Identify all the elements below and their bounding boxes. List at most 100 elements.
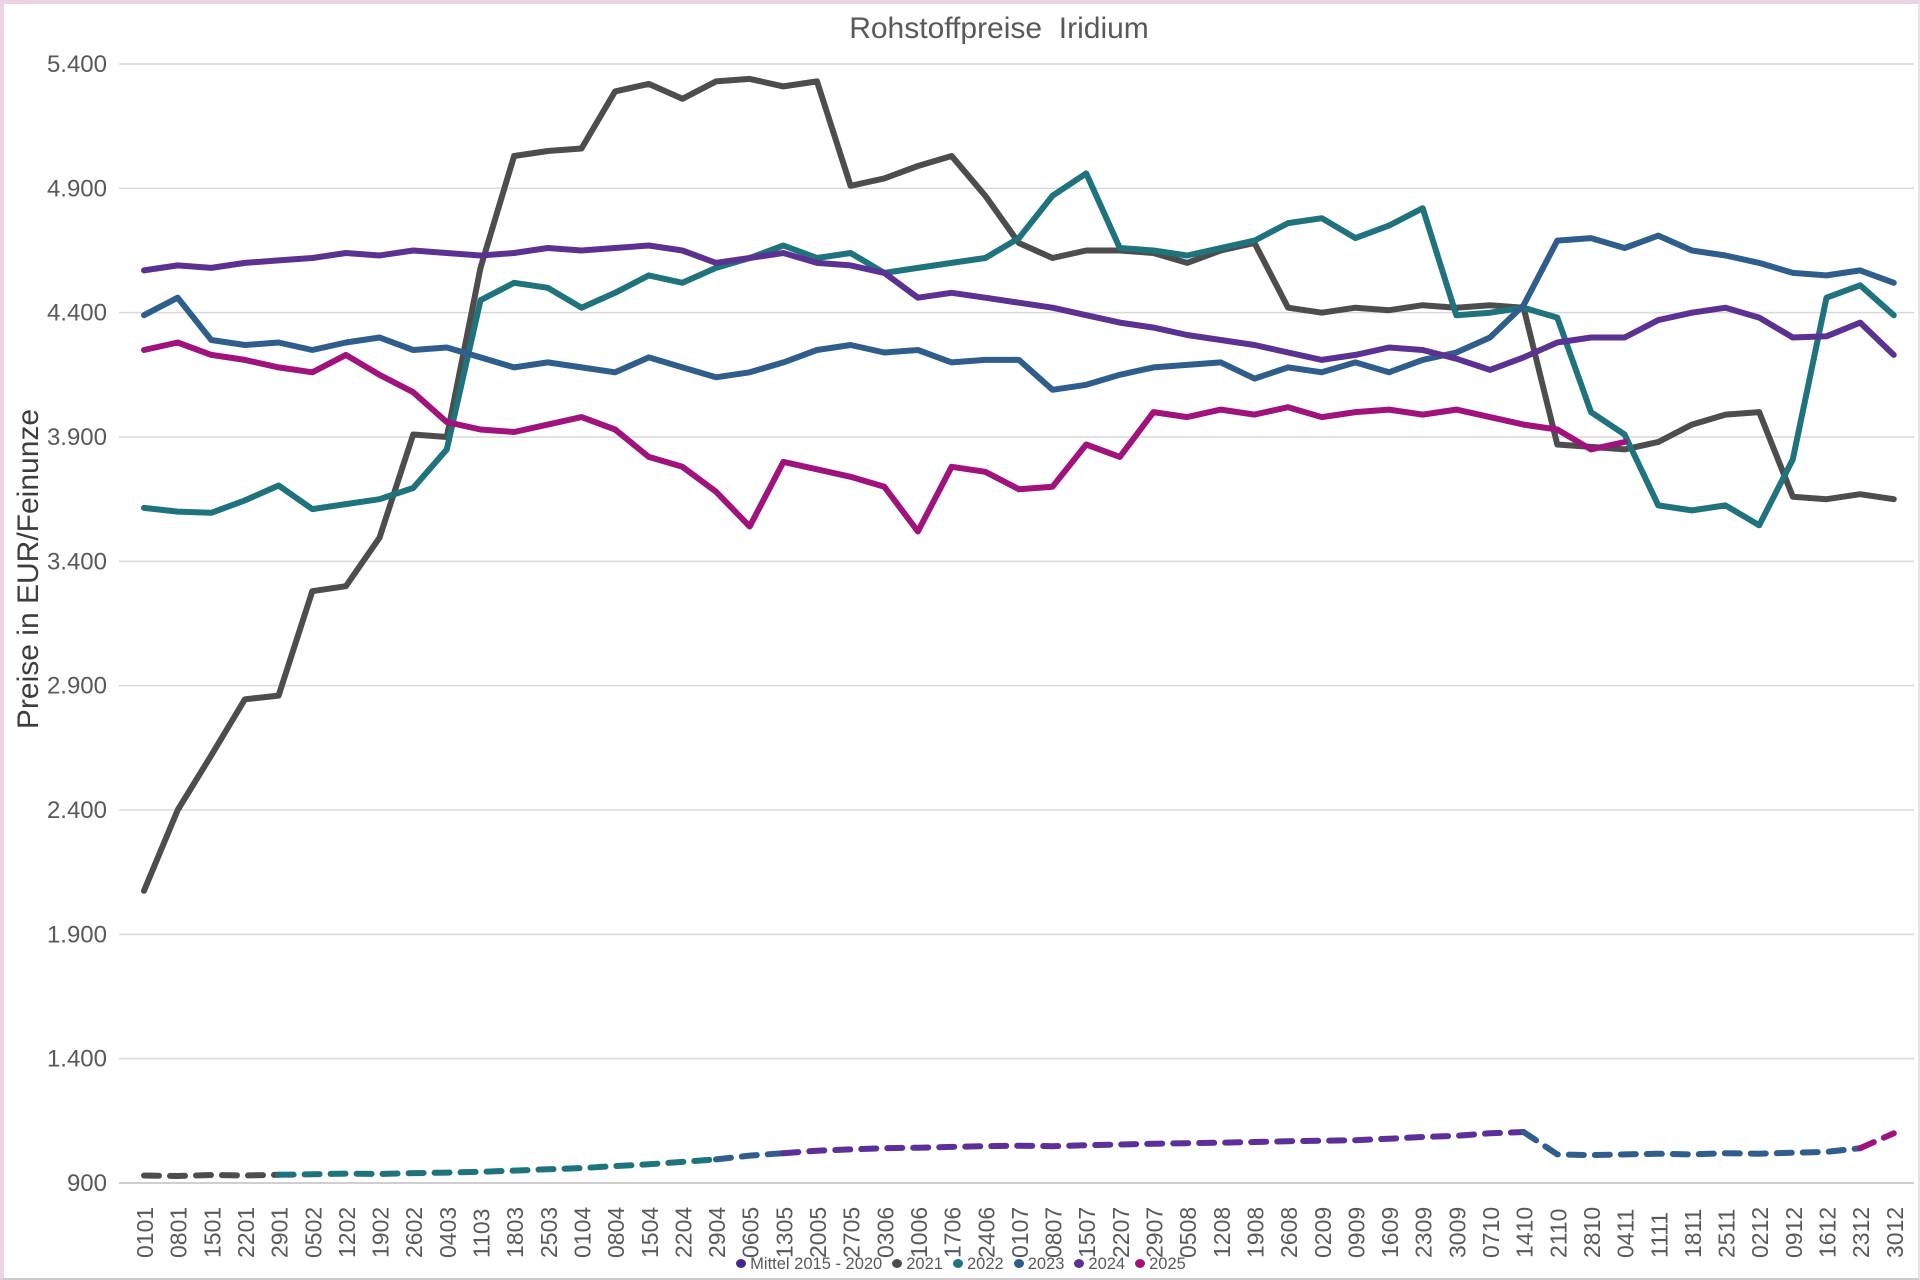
x-axis-tick-label: 0209 xyxy=(1310,1207,1336,1258)
legend-label: 2023 xyxy=(1027,1254,1065,1273)
y-axis-tick-label: 2.900 xyxy=(47,673,107,700)
x-axis-tick-label: 0807 xyxy=(1041,1207,1067,1258)
x-axis-tick-label: 1609 xyxy=(1377,1207,1403,1258)
x-axis-tick-label: 1305 xyxy=(771,1207,797,1258)
x-axis-tick-label: 2005 xyxy=(805,1207,831,1258)
series-line-2024 xyxy=(141,242,1897,373)
x-axis-tick-label: 2309 xyxy=(1411,1207,1437,1258)
x-axis-tick-label: 2204 xyxy=(670,1207,696,1258)
legend-item-2021: 2021 xyxy=(892,1254,943,1273)
series-line-mittel-2015-2020 xyxy=(275,1156,719,1178)
y-axis-title: Preise in EUR/Feinunze xyxy=(12,409,45,729)
series-line-2022 xyxy=(141,170,1897,529)
legend-label: Mittel 2015 - 2020 xyxy=(750,1254,883,1273)
x-axis-tick-label: 0909 xyxy=(1343,1207,1369,1258)
x-axis-tick-label: 0101 xyxy=(132,1207,158,1258)
x-axis-tick-label: 0804 xyxy=(603,1207,629,1258)
chart-title: Rohstoffpreise Iridium xyxy=(849,12,1149,45)
x-axis-tick-label: 1501 xyxy=(199,1207,225,1258)
y-axis-tick-label: 1.400 xyxy=(47,1046,107,1073)
x-axis-tick-label: 1507 xyxy=(1074,1207,1100,1258)
series-line-mittel-2015-2020 xyxy=(1857,1130,1897,1152)
legend-marker xyxy=(1013,1259,1024,1269)
x-axis-tick-label: 1006 xyxy=(906,1207,932,1258)
x-axis-tick-label: 1706 xyxy=(940,1207,966,1258)
x-axis-tick-label: 1612 xyxy=(1815,1207,1841,1258)
x-axis-tick-label: 2110 xyxy=(1545,1209,1571,1258)
x-axis-tick-label: 2201 xyxy=(233,1207,259,1258)
y-axis-tick-label: 900 xyxy=(67,1170,107,1197)
x-axis-tick-label: 1908 xyxy=(1242,1207,1268,1258)
x-axis-tick-label: 2904 xyxy=(704,1207,730,1258)
x-axis-tick-label: 2503 xyxy=(536,1207,562,1258)
legend-marker xyxy=(952,1259,963,1269)
gridlines xyxy=(119,63,1914,1184)
x-axis-tick-label: 3009 xyxy=(1444,1207,1470,1258)
x-axis-tick-label: 1103 xyxy=(469,1209,495,1258)
legend-label: 2025 xyxy=(1149,1254,1186,1273)
y-axis-tick-label: 3.900 xyxy=(47,424,107,451)
x-axis-tick-label: 1811 xyxy=(1680,1209,1706,1258)
x-axis-tick-label: 1803 xyxy=(502,1207,528,1258)
x-axis-tick-label: 1111 xyxy=(1646,1212,1672,1258)
x-axis-tick-label: 0107 xyxy=(1007,1207,1033,1258)
y-axis-tick-label: 2.400 xyxy=(47,797,107,824)
legend-item-2025: 2025 xyxy=(1135,1254,1186,1273)
x-axis-tick-label: 0403 xyxy=(435,1207,461,1258)
x-axis-tick-label: 1410 xyxy=(1512,1207,1538,1258)
x-axis-tick-label: 0508 xyxy=(1175,1207,1201,1258)
legend-label: 2022 xyxy=(966,1254,1004,1273)
y-axis-tick-label: 3.400 xyxy=(47,548,107,575)
x-axis-tick-label: 2207 xyxy=(1108,1207,1134,1258)
y-axis-tick-labels: 5.400 4.900 4.400 3.900 3.400 2.900 2.400 1.900… xyxy=(47,51,107,1197)
x-axis-tick-labels: 0101 0801 1501 2201 2901 0502 1202 1902 2602 0403… xyxy=(132,1207,1908,1258)
legend-label: 2021 xyxy=(906,1254,943,1273)
legend-item-mittel-2015-2020: Mittel 2015 - 2020 xyxy=(736,1254,883,1273)
x-axis-tick-label: 2406 xyxy=(973,1207,999,1258)
legend-marker xyxy=(1074,1259,1085,1269)
x-axis-tick-label: 2511 xyxy=(1714,1209,1740,1258)
series-line-2025 xyxy=(141,339,1628,535)
iridium-price-chart: 5.400 4.900 4.400 3.900 3.400 2.900 2.400 1.900… xyxy=(12,12,1914,1258)
legend-item-2024: 2024 xyxy=(1074,1254,1126,1273)
x-axis-tick-label: 2810 xyxy=(1579,1207,1605,1258)
series-line-mittel-2015-2020 xyxy=(713,1150,787,1163)
series-lines xyxy=(141,75,1897,1179)
x-axis-tick-label: 0912 xyxy=(1781,1207,1807,1258)
x-axis-tick-label: 0104 xyxy=(569,1207,595,1258)
series-line-mittel-2015-2020 xyxy=(780,1129,1527,1157)
y-axis-tick-label: 4.400 xyxy=(47,300,107,327)
y-axis-tick-label: 5.400 xyxy=(47,51,107,78)
x-axis-tick-label: 0801 xyxy=(166,1207,192,1258)
x-axis-tick-label: 0710 xyxy=(1478,1207,1504,1258)
series-line-mittel-2015-2020 xyxy=(141,1171,282,1179)
series-line-mittel-2015-2020 xyxy=(1520,1129,1864,1159)
legend: Mittel 2015 - 2020 2021 2022 2023 2024 2025 xyxy=(4,1254,1918,1273)
x-axis-tick-label: 1208 xyxy=(1209,1207,1235,1258)
series-line-2021 xyxy=(141,75,1897,894)
y-axis-tick-label: 4.900 xyxy=(47,175,107,202)
x-axis-tick-label: 1902 xyxy=(368,1207,394,1258)
x-axis-tick-label: 1504 xyxy=(637,1207,663,1258)
legend-label: 2024 xyxy=(1088,1254,1126,1273)
x-axis-tick-label: 2907 xyxy=(1142,1207,1168,1258)
x-axis-tick-label: 2602 xyxy=(401,1207,427,1258)
x-axis-tick-label: 3012 xyxy=(1882,1207,1908,1258)
series-line-2023 xyxy=(141,232,1897,393)
x-axis-tick-label: 2312 xyxy=(1848,1207,1874,1258)
x-axis-tick-label: 0411 xyxy=(1613,1209,1639,1258)
x-axis-tick-label: 2608 xyxy=(1276,1207,1302,1258)
x-axis-tick-label: 1202 xyxy=(334,1207,360,1258)
legend-item-2023: 2023 xyxy=(1013,1254,1065,1273)
legend-marker xyxy=(892,1259,903,1269)
x-axis-tick-label: 0212 xyxy=(1747,1207,1773,1258)
x-axis-tick-label: 2705 xyxy=(839,1207,865,1258)
x-axis-tick-label: 2901 xyxy=(267,1207,293,1258)
y-axis-tick-label: 1.900 xyxy=(47,921,107,948)
x-axis-tick-label: 0605 xyxy=(738,1207,764,1258)
x-axis-tick-label: 0502 xyxy=(300,1207,326,1258)
legend-marker xyxy=(736,1259,747,1269)
legend-marker xyxy=(1135,1259,1146,1269)
legend-item-2022: 2022 xyxy=(952,1254,1004,1273)
